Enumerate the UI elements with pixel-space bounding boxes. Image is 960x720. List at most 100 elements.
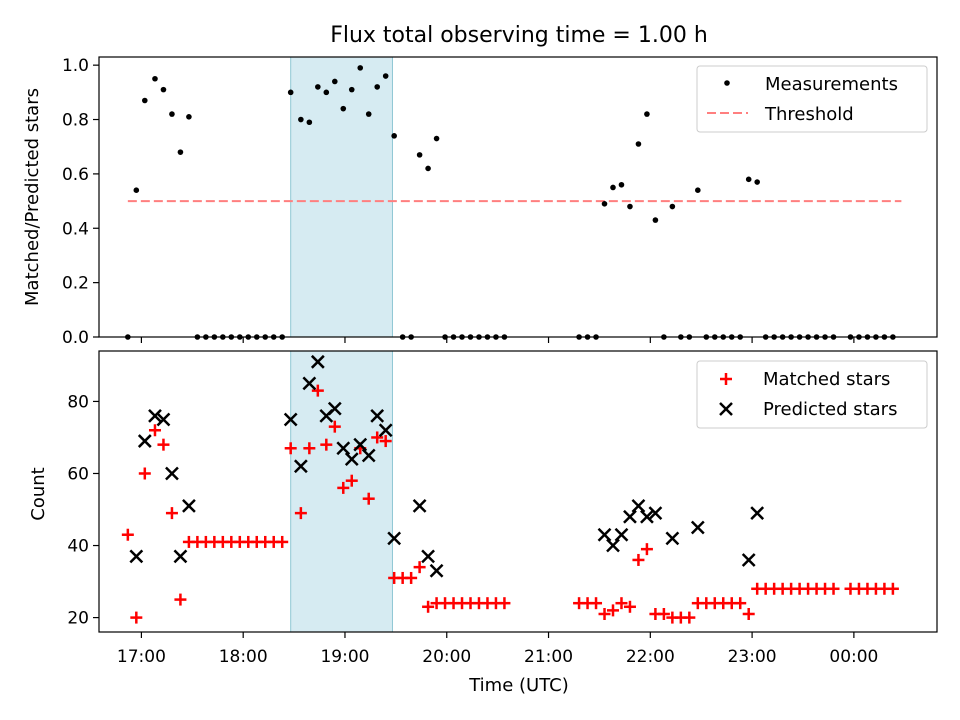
measurement-point	[652, 217, 659, 223]
matched-star-point	[827, 582, 840, 595]
measurement-point	[391, 133, 397, 139]
measurement-point	[416, 152, 423, 158]
matched-star-point	[422, 600, 435, 613]
legend-measurements-label: Measurements	[765, 74, 898, 95]
legend-predicted-label: Predicted stars	[763, 399, 897, 420]
x-tick-label: 23:00	[728, 647, 777, 667]
predicted-stars-points	[129, 354, 765, 578]
measurement-point	[348, 86, 355, 93]
predicted-star-point	[690, 520, 705, 535]
predicted-star-point	[640, 509, 654, 524]
matched-star-point	[413, 561, 426, 574]
matched-star-point	[734, 597, 747, 610]
predicted-star-point	[378, 423, 393, 438]
predicted-star-point	[421, 549, 435, 564]
bottom-y-label: Count	[28, 467, 49, 520]
predicted-star-stroke-b	[302, 376, 317, 391]
x-axis-label: Time (UTC)	[468, 675, 569, 696]
predicted-star-stroke-b	[597, 527, 612, 542]
measurement-point	[323, 89, 330, 96]
matched-star-point	[157, 438, 170, 451]
y-tick-label: 0.6	[62, 165, 89, 185]
predicted-star-stroke-b	[310, 354, 325, 369]
x-tick-label: 21:00	[524, 647, 573, 667]
matched-star-point	[328, 420, 341, 433]
top-legend: Measurements Threshold	[696, 65, 928, 133]
predicted-star-stroke-b	[283, 412, 298, 427]
predicted-star-point	[302, 376, 317, 391]
measurement-point	[433, 135, 440, 142]
predicted-star-point	[182, 499, 196, 513]
predicted-star-stroke-b	[750, 506, 765, 520]
matched-star-point	[345, 474, 358, 487]
top-highlight-span	[290, 56, 393, 338]
predicted-star-stroke-b	[631, 499, 646, 513]
predicted-star-stroke-b	[156, 412, 171, 427]
legend-plus-icon	[720, 373, 732, 385]
predicted-star-stroke-b	[361, 448, 376, 463]
predicted-star-stroke-b	[370, 408, 385, 423]
measurement-point	[340, 105, 347, 112]
predicted-star-stroke-b	[640, 509, 654, 524]
matched-star-point	[657, 607, 670, 620]
measurement-point	[357, 65, 364, 71]
top-x-tickmarks	[140, 337, 855, 343]
predicted-star-point	[412, 499, 427, 513]
y-tick-label: 0.8	[62, 111, 89, 131]
measurement-point	[644, 111, 650, 117]
predicted-star-point	[353, 437, 368, 452]
matched-star-point	[371, 431, 384, 444]
matched-star-point	[742, 607, 755, 620]
y-tick-label: 20	[67, 609, 89, 629]
predicted-star-stroke-b	[614, 527, 629, 542]
top-y-axis: 0.0 0.2 0.4 0.6 0.8 1.0	[62, 56, 99, 348]
predicted-star-point	[750, 506, 765, 520]
bottom-axes-frame	[98, 350, 938, 633]
matched-stars-points	[121, 384, 899, 624]
predicted-star-stroke-b	[421, 549, 435, 564]
predicted-star-point	[327, 401, 342, 416]
predicted-star-stroke-b	[173, 549, 188, 564]
bottom-legend: Matched stars Predicted stars	[696, 360, 928, 429]
matched-star-point	[598, 607, 611, 620]
y-tick-label: 60	[67, 464, 89, 484]
measurement-point	[425, 165, 431, 172]
x-tick-label: 17:00	[117, 647, 166, 667]
predicted-star-point	[336, 441, 351, 456]
matched-star-point	[311, 384, 324, 397]
measurement-point	[627, 203, 633, 210]
x-tick-label: 18:00	[219, 647, 268, 667]
measurement-point	[365, 111, 372, 117]
predicted-star-stroke-b	[148, 408, 162, 423]
y-tick-label: 0.0	[62, 328, 89, 348]
matched-star-point	[165, 507, 178, 520]
measurement-point	[382, 73, 389, 79]
predicted-star-point	[387, 531, 402, 546]
predicted-star-stroke-b	[378, 423, 393, 438]
matched-star-point	[276, 535, 289, 548]
top-y-label: Matched/Predicted stars	[22, 88, 43, 306]
matched-star-point	[284, 442, 297, 455]
matched-star-point	[615, 597, 628, 610]
measurement-point	[745, 176, 752, 183]
bottom-y-axis: 20 40 60 80	[67, 392, 99, 629]
predicted-star-stroke-b	[327, 401, 342, 416]
predicted-star-point	[597, 527, 612, 542]
top-axes-frame	[98, 56, 938, 338]
x-tick-label: 22:00	[626, 647, 675, 667]
predicted-star-stroke-b	[429, 563, 444, 578]
legend-x-icon	[719, 402, 733, 416]
measurement-point	[669, 203, 676, 210]
predicted-star-point	[361, 448, 376, 463]
measurement-point	[695, 187, 701, 194]
measurement-point	[186, 114, 192, 120]
predicted-star-stroke-b	[129, 549, 144, 564]
predicted-star-stroke-b	[293, 459, 308, 474]
predicted-star-point	[606, 538, 620, 553]
predicted-star-stroke-b	[387, 531, 402, 546]
measurement-point	[298, 116, 304, 123]
matched-star-point	[632, 553, 645, 566]
measurement-point	[601, 200, 608, 207]
predicted-star-stroke-b	[606, 538, 620, 553]
measurement-point	[133, 187, 140, 194]
